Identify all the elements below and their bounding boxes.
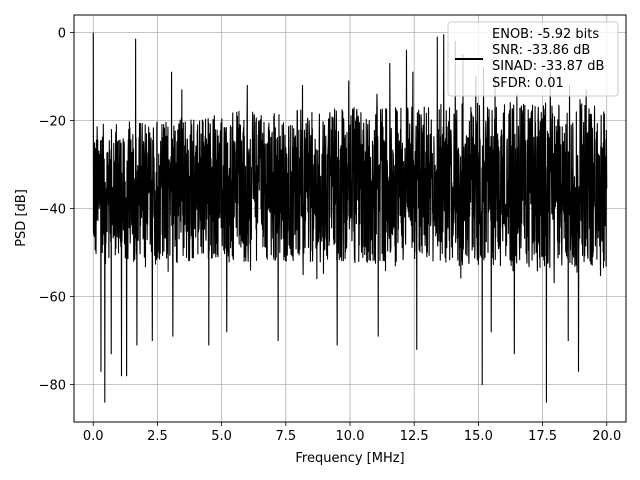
axis-ticks: 0.0 2.5 5.0 7.5 10.0 12.5 15.0 17.5 20.0 0 −20 −40 −… (39, 27, 622, 444)
legend-label-snr: SNR: -33.86 dB (492, 43, 590, 58)
legend-label-sfdr: SFDR: 0.01 (492, 76, 564, 91)
legend: ENOB: -5.92 bits SNR: -33.86 dB SINAD: -… (447, 21, 619, 97)
x-tick-label: 5.0 (211, 429, 232, 444)
x-axis-label: Frequency [MHz] (295, 451, 404, 466)
x-tick-label: 17.5 (528, 429, 557, 444)
x-tick-label: 7.5 (275, 429, 296, 444)
y-axis-label: PSD [dB] (14, 189, 29, 247)
x-tick-label: 2.5 (147, 429, 168, 444)
y-tick-label: −40 (39, 203, 66, 218)
y-tick-label: −60 (39, 291, 66, 306)
x-tick-label: 15.0 (464, 429, 493, 444)
y-tick-label: −80 (39, 379, 66, 394)
y-tick-label: 0 (58, 27, 66, 42)
psd-series-line (92, 32, 608, 403)
legend-box (447, 21, 619, 97)
x-tick-label: 12.5 (400, 429, 429, 444)
legend-label-sinad: SINAD: -33.87 dB (492, 59, 604, 74)
x-tick-label: 20.0 (592, 429, 621, 444)
legend-label-enob: ENOB: -5.92 bits (492, 27, 599, 42)
x-tick-label: 0.0 (83, 429, 104, 444)
y-tick-label: −20 (39, 115, 66, 130)
psd-trace (92, 32, 608, 403)
x-tick-label: 10.0 (336, 429, 365, 444)
